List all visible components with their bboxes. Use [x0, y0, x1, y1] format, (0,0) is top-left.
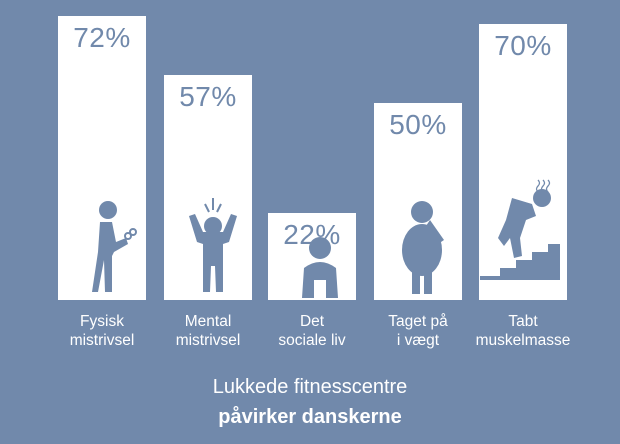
chart-title-line1: Lukkede fitnesscentre [212, 376, 408, 398]
chart-title-line2: påvirker danskerne [218, 406, 402, 428]
stressed-person-icon [189, 198, 237, 292]
category-label: Fysisk mistrivsel [69, 313, 135, 349]
data-label: 70% [494, 29, 552, 61]
category-label: Tabt muskelmasse [475, 313, 571, 349]
data-label: 57% [179, 81, 237, 113]
category-label: Mental mistrivsel [175, 313, 241, 349]
tired-person-stairs-icon [480, 179, 560, 280]
data-label: 50% [389, 108, 447, 140]
coughing-person-icon [92, 201, 137, 292]
overweight-person-icon [402, 201, 444, 294]
data-label: 72% [73, 22, 131, 53]
category-label: Taget på i vægt [388, 313, 448, 349]
sad-sitting-person-icon [302, 237, 338, 298]
category-label: Det sociale liv [278, 313, 346, 349]
